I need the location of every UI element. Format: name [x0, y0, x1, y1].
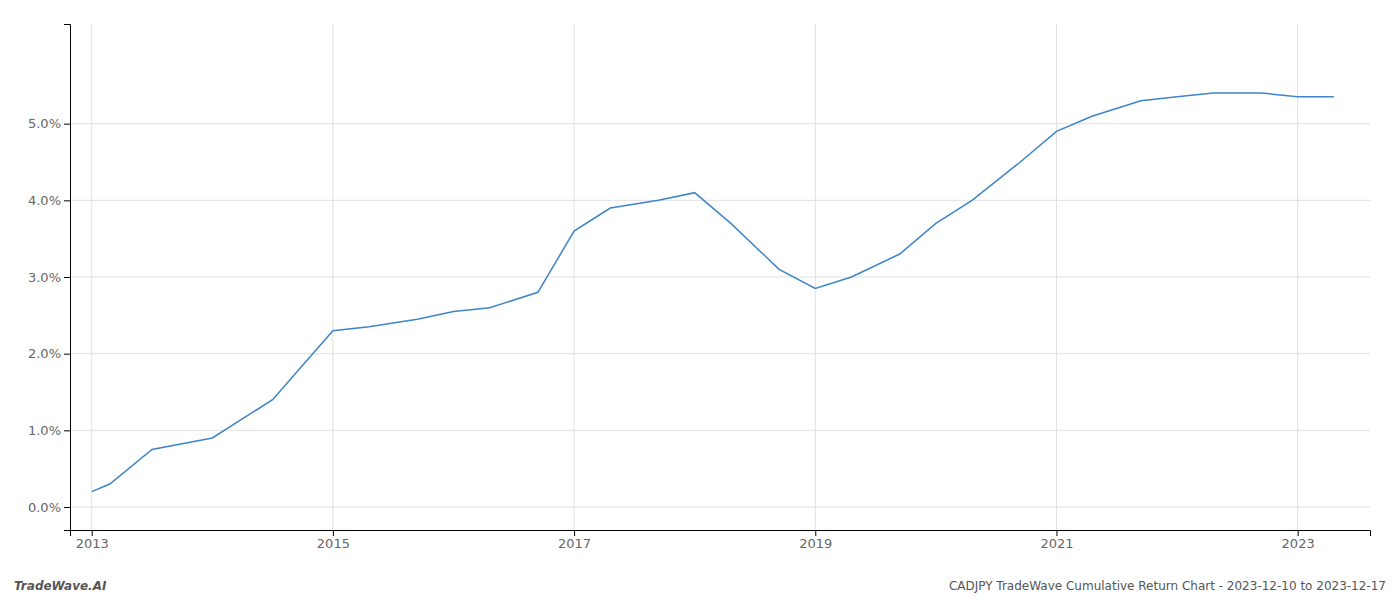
y-axis-tick-label: 2.0%	[28, 346, 61, 361]
y-axis-tick-mark	[64, 354, 70, 355]
x-axis-tick-mark	[815, 530, 816, 536]
x-axis-tick: 2023	[1282, 530, 1315, 551]
grid-line	[70, 430, 1370, 431]
grid-line	[70, 123, 1370, 124]
grid-line	[70, 353, 1370, 354]
grid	[70, 24, 1370, 530]
x-axis-tick: 2019	[799, 530, 832, 551]
y-axis-tick: 2.0%	[28, 346, 70, 361]
x-axis-tick-label: 2013	[76, 536, 109, 551]
y-axis-line	[64, 25, 71, 531]
y-axis-tick-mark	[64, 507, 70, 508]
y-axis-tick-mark	[64, 200, 70, 201]
y-axis-tick: 3.0%	[28, 270, 70, 285]
marks	[92, 93, 1334, 492]
footer-left: TradeWave.AI	[14, 579, 107, 593]
x-axis-tick: 2015	[317, 530, 350, 551]
y-axis-tick-label: 3.0%	[28, 270, 61, 285]
x-axis-tick-mark	[92, 530, 93, 536]
y-axis-tick-label: 0.0%	[28, 500, 61, 515]
x-axis-tick: 2021	[1040, 530, 1073, 551]
y-axis-tick: 1.0%	[28, 423, 70, 438]
y-axis-tick-label: 1.0%	[28, 423, 61, 438]
chart: 2013 2015 2017 2019 2021 2023 0.0% 1.0% 2.0% 3.0%…	[0, 0, 1400, 600]
y-axis-tick-mark	[64, 430, 70, 431]
y-axis: 0.0% 1.0% 2.0% 3.0% 4.0% 5.0%	[28, 25, 71, 531]
footer-right: CADJPY TradeWave Cumulative Return Chart…	[949, 579, 1386, 593]
plot-area: 2013 2015 2017 2019 2021 2023 0.0% 1.0% 2.0% 3.0%…	[28, 24, 1371, 551]
x-axis-tick-mark	[1056, 530, 1057, 536]
x-axis-tick-label: 2015	[317, 536, 350, 551]
x-axis-tick-label: 2017	[558, 536, 591, 551]
y-axis-tick-label: 4.0%	[28, 193, 61, 208]
y-axis-tick: 0.0%	[28, 500, 70, 515]
line	[92, 93, 1334, 492]
x-axis-tick: 2013	[76, 530, 109, 551]
y-axis-tick: 5.0%	[28, 116, 70, 131]
x-axis-tick-mark	[333, 530, 334, 536]
y-axis-tick-label: 5.0%	[28, 116, 61, 131]
y-axis-tick-mark	[64, 277, 70, 278]
x-axis-line	[71, 531, 1371, 537]
grid-line	[70, 507, 1370, 508]
x-axis-tick: 2017	[558, 530, 591, 551]
y-axis-tick: 4.0%	[28, 193, 70, 208]
x-axis-tick-label: 2023	[1282, 536, 1315, 551]
x-axis-tick-mark	[574, 530, 575, 536]
x-axis: 2013 2015 2017 2019 2021 2023	[71, 530, 1371, 551]
y-axis-tick-mark	[64, 124, 70, 125]
grid-line	[70, 277, 1370, 278]
grid-line	[70, 200, 1370, 201]
x-axis-tick-label: 2019	[799, 536, 832, 551]
x-axis-tick-label: 2021	[1040, 536, 1073, 551]
x-axis-tick-mark	[1298, 530, 1299, 536]
